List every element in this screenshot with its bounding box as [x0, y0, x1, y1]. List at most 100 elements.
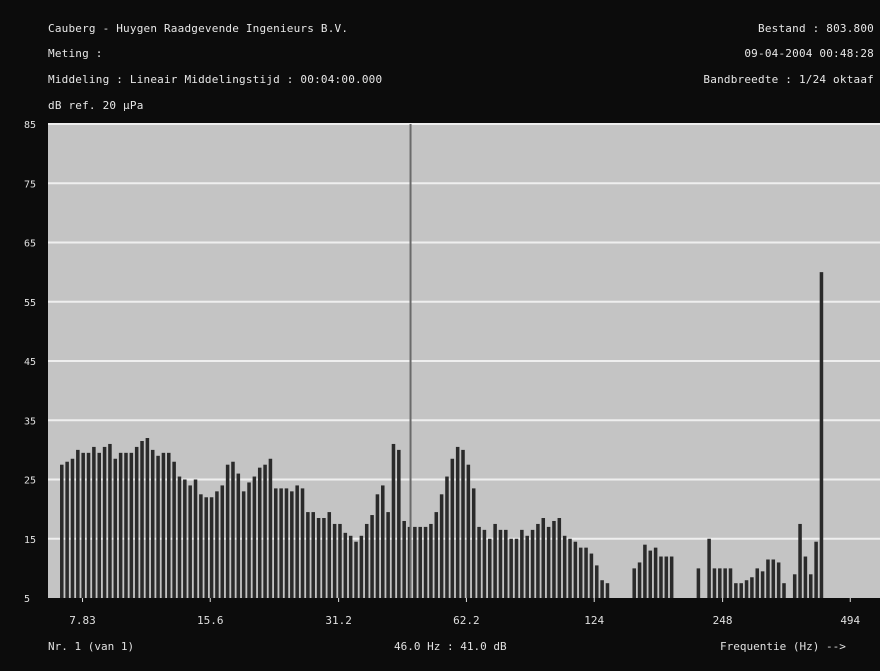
bar: [348, 535, 353, 598]
bar: [70, 458, 75, 598]
bar: [536, 523, 540, 598]
bar: [381, 485, 385, 598]
x-tick-label: 15.6: [197, 614, 224, 627]
x-tick-label: 31.2: [325, 614, 352, 627]
bar: [707, 538, 711, 598]
bar: [766, 559, 770, 598]
bar: [311, 512, 315, 598]
bar-series: [60, 272, 824, 599]
y-tick-label: 75: [24, 179, 36, 190]
x-tick-label: 62.2: [453, 614, 480, 627]
bar: [188, 485, 192, 598]
bar: [247, 482, 251, 598]
bar: [76, 449, 80, 599]
bar: [183, 479, 187, 598]
middeling-info: Middeling : Lineair Middelingstijd : 00:…: [48, 73, 383, 86]
bar: [595, 565, 599, 598]
bar: [471, 488, 476, 598]
bar: [252, 476, 257, 598]
x-tick-label: 248: [713, 614, 733, 627]
record-number: Nr. 1 (van 1): [48, 640, 135, 653]
meting-label: Meting :: [48, 47, 103, 60]
bar: [605, 583, 610, 598]
x-tick-label: 124: [584, 614, 604, 627]
bar: [573, 541, 578, 598]
bar: [161, 452, 166, 598]
bar: [648, 550, 653, 598]
bar: [81, 452, 85, 598]
bar: [354, 541, 358, 598]
bar: [568, 538, 572, 598]
bar: [434, 512, 439, 598]
bar: [359, 535, 364, 598]
bar: [97, 452, 101, 598]
bar: [723, 568, 727, 599]
bar: [268, 458, 273, 598]
bar: [744, 580, 749, 598]
bar: [108, 443, 112, 598]
bar: [418, 526, 422, 598]
bar: [316, 518, 321, 598]
bar: [525, 535, 529, 598]
bandbreedte-info: Bandbreedte : 1/24 oktaaf: [703, 73, 874, 86]
frequency-axis-label: Frequentie (Hz) -->: [720, 640, 846, 653]
bar: [134, 446, 139, 598]
bar: [755, 568, 760, 599]
bar: [482, 529, 487, 598]
bar: [327, 512, 332, 598]
bar: [530, 529, 535, 598]
datetime-info: 09-04-2004 00:48:28: [744, 47, 874, 60]
bar: [397, 449, 401, 599]
bar: [600, 580, 604, 598]
bar: [295, 485, 299, 598]
bar: [113, 458, 118, 598]
x-axis-ticks: 7.83 15.6 31.2 62.2 124 248 494: [69, 598, 861, 627]
x-tick-label: 494: [840, 614, 860, 627]
bar: [450, 458, 455, 598]
bar: [177, 476, 182, 598]
y-tick-label: 5: [24, 594, 30, 605]
bar: [220, 485, 225, 598]
bar: [391, 443, 396, 598]
bar: [322, 518, 326, 598]
bar: [407, 526, 412, 598]
bar: [156, 455, 160, 598]
bar: [209, 497, 214, 598]
bar: [632, 568, 636, 599]
bar: [552, 520, 556, 598]
bar: [102, 446, 107, 598]
bar: [520, 529, 524, 598]
bar: [274, 488, 278, 598]
bar: [578, 547, 583, 598]
bar: [669, 556, 674, 598]
bar: [124, 452, 128, 598]
y-tick-label: 25: [24, 476, 36, 487]
bar: [546, 526, 551, 598]
bar: [423, 526, 428, 598]
bar: [504, 529, 508, 598]
bar: [541, 518, 546, 598]
bar: [150, 449, 155, 599]
bar: [284, 488, 289, 598]
bar: [231, 461, 235, 598]
bar: [199, 494, 203, 598]
y-tick-label: 45: [24, 357, 36, 368]
bar: [215, 491, 219, 598]
x-tick-label: 7.83: [69, 614, 96, 627]
bar: [728, 568, 733, 599]
bar: [338, 523, 342, 598]
bar: [643, 544, 647, 598]
bar: [750, 577, 754, 598]
bar: [86, 452, 91, 598]
bar: [819, 272, 824, 599]
bar: [439, 494, 444, 598]
bar: [814, 541, 818, 598]
bar: [343, 532, 348, 598]
bar: [739, 583, 743, 598]
bar: [65, 461, 69, 598]
bar: [332, 523, 337, 598]
y-tick-label: 65: [24, 239, 36, 250]
bar: [118, 452, 123, 598]
company-name: Cauberg - Huygen Raadgevende Ingenieurs …: [48, 22, 349, 35]
